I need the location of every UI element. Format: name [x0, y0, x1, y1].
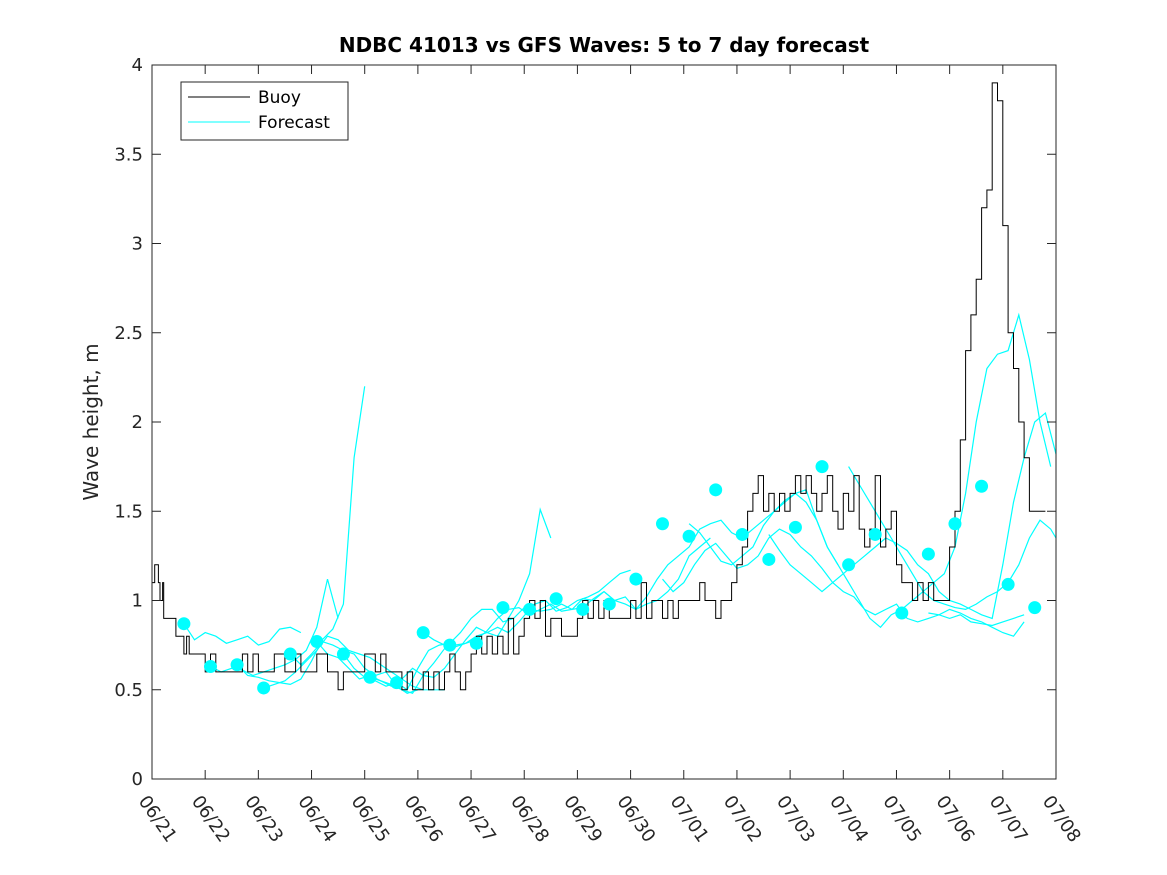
forecast-marker [655, 517, 669, 531]
forecast-marker [842, 558, 856, 572]
y-tick-label: 4 [132, 55, 143, 76]
forecast-marker [921, 547, 935, 561]
forecast-marker [230, 658, 244, 672]
forecast-line [183, 623, 302, 646]
forecast-marker [735, 527, 749, 541]
forecast-marker [602, 597, 616, 611]
forecast-marker [709, 483, 723, 497]
forecast-marker [257, 681, 271, 695]
legend-box [180, 81, 349, 141]
forecast-marker [283, 647, 297, 661]
forecast-line [662, 528, 1025, 637]
forecast-marker [788, 520, 802, 534]
forecast-line [928, 612, 1025, 627]
forecast-marker [416, 626, 430, 640]
forecast-marker [1028, 601, 1042, 615]
forecast-line [263, 635, 445, 691]
y-axis-label: Wave height, m [79, 343, 103, 500]
forecast-marker [762, 552, 776, 566]
forecast-marker [390, 676, 404, 690]
forecast-marker [576, 602, 590, 616]
y-axis: 0 0.5 1 1.5 2 2.5 3 3.5 4 [114, 55, 1056, 790]
y-tick-label: 1 [132, 591, 143, 612]
forecast-marker [1001, 577, 1015, 591]
forecast-markers-group [177, 460, 1042, 695]
forecast-marker [549, 592, 563, 606]
forecast-marker [523, 602, 537, 616]
forecast-marker [363, 670, 377, 684]
forecast-line [768, 412, 1057, 620]
forecast-marker [868, 527, 882, 541]
chart-title: NDBC 41013 vs GFS Waves: 5 to 7 day fore… [339, 33, 870, 57]
forecast-marker [975, 479, 989, 493]
y-tick-label: 1.5 [114, 501, 143, 522]
forecast-marker [336, 647, 350, 661]
forecast-marker [443, 638, 457, 652]
forecast-marker [895, 606, 909, 620]
forecast-marker [203, 660, 217, 674]
forecast-marker [682, 529, 696, 543]
legend: Buoy Forecast [180, 81, 349, 141]
forecast-line [236, 386, 366, 686]
y-tick-label: 2.5 [114, 323, 143, 344]
y-tick-label: 0.5 [114, 680, 143, 701]
forecast-marker [177, 617, 191, 631]
forecast-marker [629, 572, 643, 586]
legend-forecast-label: Forecast [258, 113, 330, 133]
forecast-line [688, 312, 1052, 629]
legend-buoy-label: Buoy [258, 88, 301, 108]
forecast-marker [310, 635, 324, 649]
y-tick-label: 3.5 [114, 144, 143, 165]
forecast-marker [496, 601, 510, 615]
y-tick-label: 2 [132, 412, 143, 433]
y-tick-label: 3 [132, 234, 143, 255]
plot-area [152, 65, 1056, 779]
forecast-line [848, 466, 1057, 611]
y-tick-label: 0 [132, 769, 143, 790]
forecast-marker [948, 517, 962, 531]
forecast-marker [815, 460, 829, 474]
forecast-marker [469, 636, 483, 650]
